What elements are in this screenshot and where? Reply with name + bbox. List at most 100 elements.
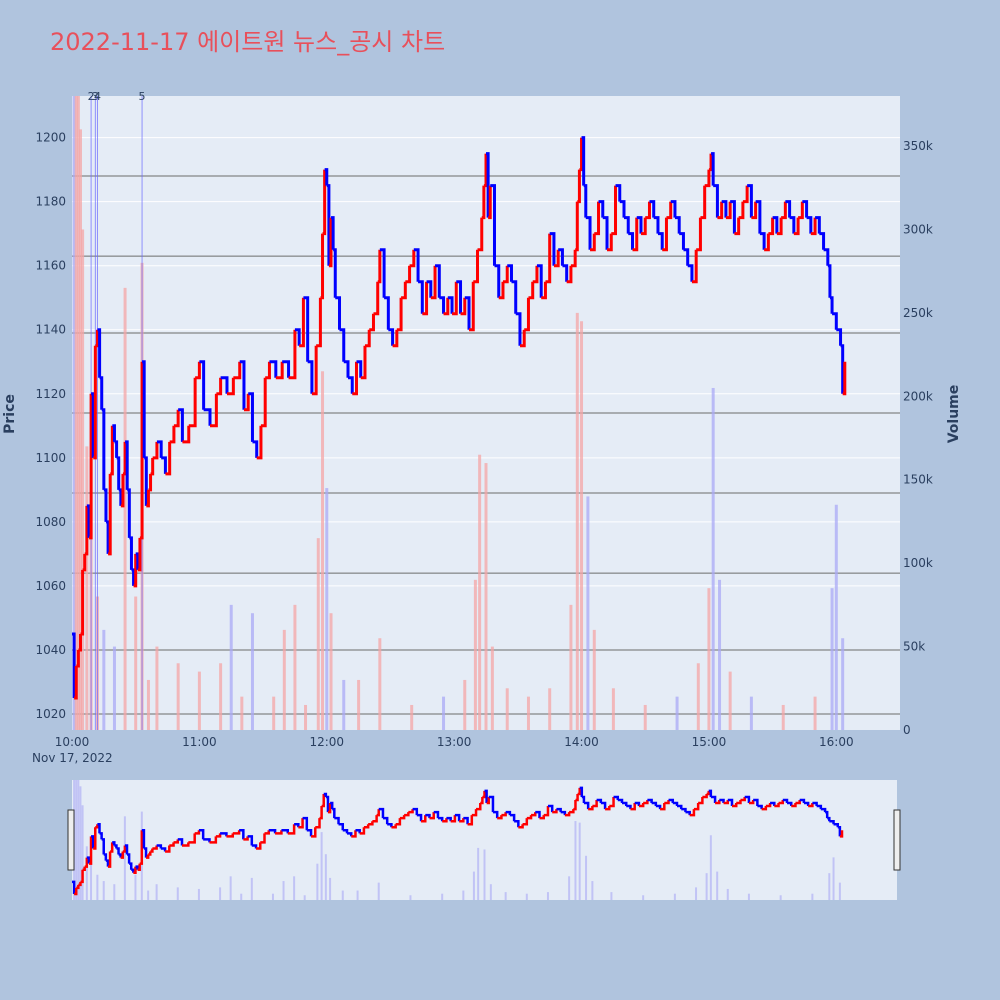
price-segment [486, 152, 490, 218]
range-slider-price-segment [416, 813, 423, 822]
range-slider-volume-bar [176, 887, 179, 900]
price-segment [203, 408, 212, 426]
range-slider-volume-bar [504, 892, 507, 900]
price-segment [435, 264, 441, 298]
volume-bar [478, 454, 482, 730]
y-tick-label: 1080 [35, 515, 66, 529]
range-slider-price-segment [429, 812, 435, 820]
volume-bar [442, 696, 446, 730]
range-slider-price-segment [256, 842, 262, 850]
volume-bar [410, 704, 414, 730]
price-segment [734, 217, 741, 236]
range-slider-left-handle[interactable] [67, 809, 75, 871]
price-segment [721, 200, 728, 218]
price-segment [226, 377, 235, 396]
price-segment [598, 200, 605, 218]
range-slider-right-handle[interactable] [893, 809, 901, 871]
volume-bar [304, 704, 308, 730]
price-segment [524, 297, 530, 332]
price-segment [666, 201, 673, 220]
price-segment [502, 265, 509, 284]
price-segment [751, 201, 758, 220]
range-slider-price-segment [592, 800, 598, 808]
range-slider-price-segment [260, 833, 266, 844]
price-segment [426, 280, 433, 298]
range-slider-price-segment [359, 827, 366, 835]
range-slider-volume-bar [568, 876, 571, 900]
annotation-label: 2 [88, 90, 95, 103]
volume-bar [473, 579, 477, 730]
price-segment [352, 361, 358, 396]
price-segment [725, 201, 732, 220]
volume-bar [484, 463, 488, 730]
range-slider-price-segment [839, 830, 844, 838]
volume-bar [718, 579, 722, 730]
volume-bar [146, 679, 150, 730]
range-slider-price-segment [209, 836, 218, 844]
range-slider-price-segment [88, 836, 93, 865]
price-segment [840, 344, 845, 394]
range-slider-price-segment [573, 800, 577, 811]
range-slider-price-segment [630, 803, 636, 811]
volume-bar [72, 96, 76, 730]
price-segment [265, 361, 271, 380]
price-segment [611, 185, 618, 236]
y-tick-label: 1120 [35, 387, 66, 401]
range-slider-volume-bar [811, 893, 814, 900]
range-slider-price-segment [127, 853, 131, 864]
range-slider-price-segment [382, 816, 389, 825]
range-slider-price-segment [412, 807, 419, 816]
volume-bar [282, 629, 286, 730]
price-segment [173, 409, 180, 428]
price-segment [101, 408, 106, 490]
range-slider-price-segment [509, 813, 516, 822]
price-segment [823, 248, 830, 266]
price-segment [299, 297, 305, 348]
price-segment [188, 377, 197, 428]
x-tick-label: 15:00 [692, 735, 727, 749]
price-segment [80, 569, 85, 636]
range-slider-price-segment [710, 795, 717, 804]
volume-bar [830, 588, 834, 730]
price-segment [456, 280, 463, 314]
range-slider-price-segment [376, 809, 380, 817]
range-slider-price-segment [698, 796, 704, 805]
range-slider-volume-bar [726, 888, 729, 900]
price-segment [275, 361, 284, 380]
price-segment [781, 201, 787, 220]
price-segment [819, 232, 826, 250]
volume-bar [569, 604, 573, 730]
range-slider-price-segment [93, 827, 97, 850]
volume-bar [229, 604, 233, 730]
price-segment [640, 217, 647, 236]
range-slider-price-segment [139, 830, 144, 865]
volume-bar [749, 696, 753, 730]
volume-bar [240, 696, 244, 730]
range-slider-price-segment [744, 795, 751, 804]
price-segment [785, 200, 792, 218]
range-slider-volume-bar [705, 873, 708, 900]
y-tick-label: 1140 [35, 323, 66, 337]
range-slider-price-segment [129, 862, 133, 870]
y2-tick-label: 300k [903, 222, 933, 236]
range-slider-price-segment [133, 866, 137, 874]
range-slider-volume-bar [77, 780, 80, 900]
price-segment [178, 408, 184, 442]
chart-title: 2022-11-17 에이트원 뉴스_공시 차트 [50, 28, 445, 56]
volume-bar [134, 596, 138, 730]
volume-bars [72, 96, 845, 731]
price-segment [282, 360, 291, 378]
price-segment [636, 216, 643, 234]
price-segment [97, 328, 102, 378]
price-segment [137, 537, 142, 572]
price-segment [674, 216, 681, 234]
price-segment [144, 456, 148, 506]
price-segment [91, 392, 95, 458]
range-slider-price-segment [351, 830, 357, 838]
price-segment [558, 248, 564, 266]
annotation-label: 3 [92, 90, 99, 103]
range-slider-price-segment [91, 835, 95, 849]
volume-bar [325, 488, 329, 730]
range-slider-price-segment [141, 829, 146, 849]
price-segment [216, 377, 223, 396]
